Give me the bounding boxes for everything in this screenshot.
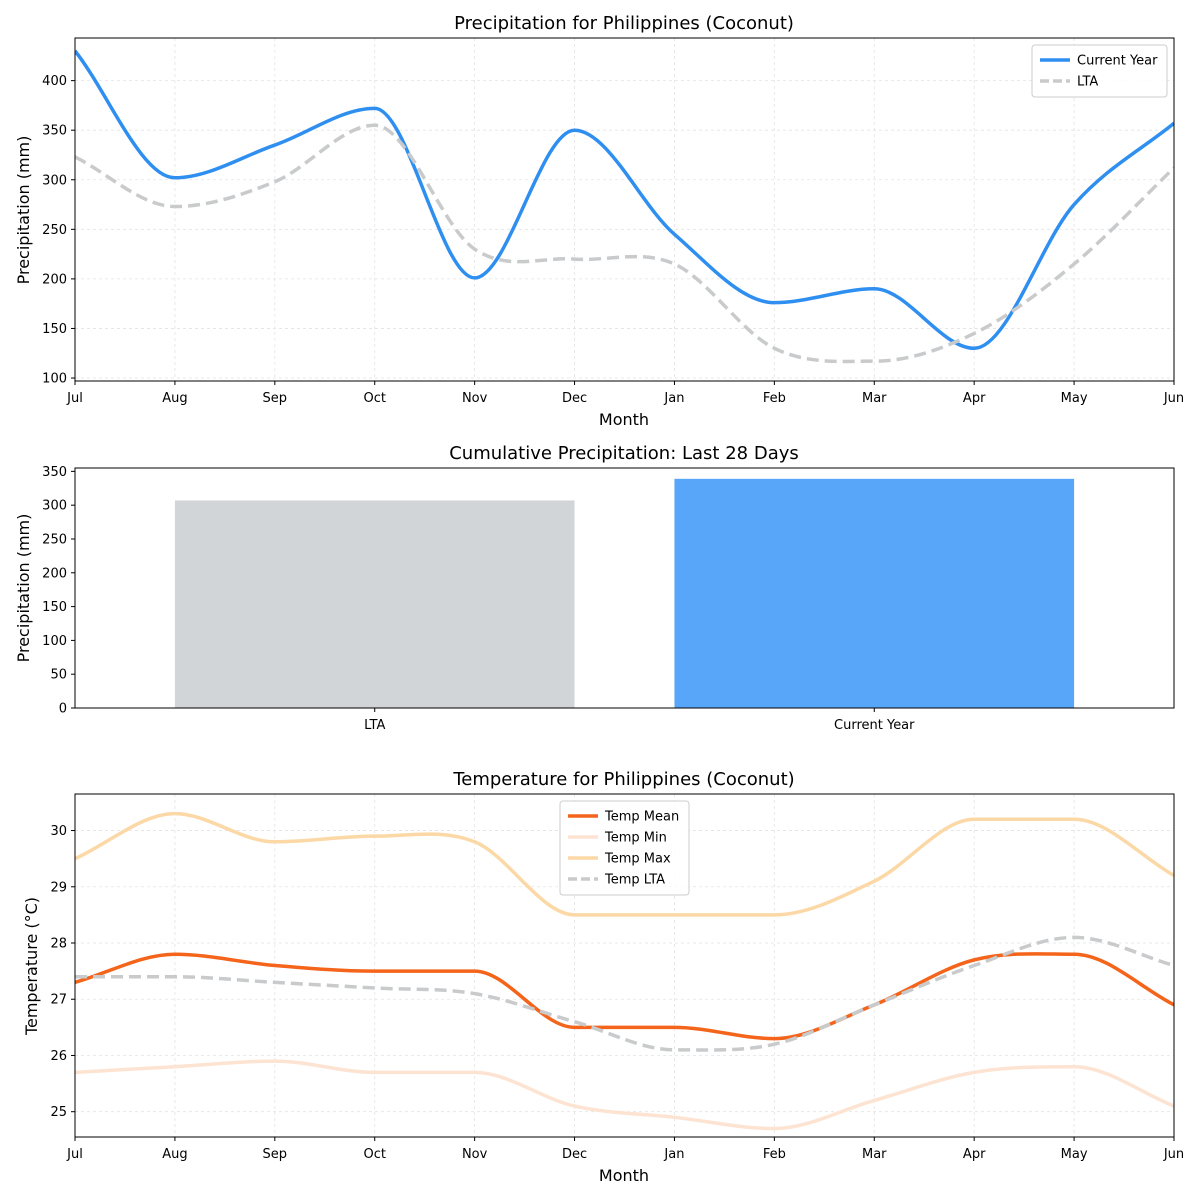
y-tick-label: 350 xyxy=(42,124,67,139)
y-tick-label: 26 xyxy=(50,1049,67,1064)
legend: Current Year LTA xyxy=(1031,44,1168,98)
y-axis-ticks: 25 26 27 28 29 30 xyxy=(50,824,75,1120)
y-tick-label: 27 xyxy=(50,993,67,1008)
x-tick-label: Sep xyxy=(263,391,288,406)
y-tick-label: 0 xyxy=(59,702,67,717)
y-tick-label: 28 xyxy=(50,937,67,952)
x-tick-label: Sep xyxy=(263,1147,288,1162)
x-axis-label: Month xyxy=(599,1166,649,1185)
y-axis-label: Precipitation (mm) xyxy=(14,136,33,285)
series-line-lta xyxy=(75,123,1174,364)
legend-box xyxy=(1031,44,1168,98)
series-lines xyxy=(75,49,1174,364)
legend-box xyxy=(559,800,690,896)
chart-title: Cumulative Precipitation: Last 28 Days xyxy=(449,443,799,464)
x-tick-label: Jan xyxy=(663,391,684,406)
x-tick-label: LTA xyxy=(364,718,385,733)
y-tick-label: 400 xyxy=(42,74,67,89)
x-tick-label: Current Year xyxy=(834,718,915,733)
chart-title: Temperature for Philippines (Coconut) xyxy=(452,769,794,790)
plot-frame xyxy=(74,37,1175,382)
x-axis-ticks: LTA Current Year xyxy=(364,708,915,733)
y-tick-label: 200 xyxy=(42,272,67,287)
legend-label: Temp Max xyxy=(604,852,671,867)
cumulative-bar-chart: Cumulative Precipitation: Last 28 Days L… xyxy=(14,443,1175,733)
x-tick-label: Oct xyxy=(363,1147,385,1162)
y-tick-label: 150 xyxy=(42,600,67,615)
bars xyxy=(174,478,1075,708)
x-tick-label: Oct xyxy=(363,391,385,406)
y-tick-label: 100 xyxy=(42,634,67,649)
x-tick-label: Feb xyxy=(763,1147,786,1162)
series-line-temp-max xyxy=(75,811,1174,917)
y-tick-label: 250 xyxy=(42,223,67,238)
legend-label: Temp Min xyxy=(604,831,667,846)
y-axis-ticks: 0 50 100 150 200 250 300 350 xyxy=(42,465,75,717)
x-tick-label: Jan xyxy=(663,1147,684,1162)
x-tick-label: Dec xyxy=(562,391,587,406)
y-tick-label: 50 xyxy=(50,668,67,683)
precipitation-line-chart: Precipitation for Philippines (Coconut) … xyxy=(14,13,1184,429)
plot-frame xyxy=(74,467,1175,709)
y-tick-label: 300 xyxy=(42,499,67,514)
x-axis-label: Month xyxy=(599,410,649,429)
series-line-current-year xyxy=(75,49,1174,351)
y-tick-label: 25 xyxy=(50,1105,67,1120)
x-tick-label: Jul xyxy=(66,391,83,406)
x-tick-label: Aug xyxy=(162,391,187,406)
legend-label: Temp Mean xyxy=(604,810,679,825)
x-tick-label: Nov xyxy=(462,391,488,406)
x-tick-label: Mar xyxy=(862,1147,887,1162)
bar-lta xyxy=(174,500,575,708)
x-axis-ticks: Jul Aug Sep Oct Nov Dec Jan Feb Mar Apr May Jun xyxy=(66,381,1184,406)
legend-label: Temp LTA xyxy=(604,873,665,888)
x-tick-label: May xyxy=(1061,1147,1088,1162)
y-axis-label: Temperature (°C) xyxy=(22,897,41,1036)
series-line-temp-lta xyxy=(75,935,1174,1052)
series-line-temp-min xyxy=(75,1059,1174,1131)
x-tick-label: Apr xyxy=(963,1147,986,1162)
plot-frame xyxy=(74,793,1175,1138)
y-tick-label: 29 xyxy=(50,880,67,895)
y-axis-ticks: 100 150 200 250 300 350 400 xyxy=(42,74,75,387)
y-tick-label: 350 xyxy=(42,465,67,480)
bar-current-year xyxy=(674,478,1075,708)
y-tick-label: 100 xyxy=(42,372,67,387)
y-tick-label: 300 xyxy=(42,173,67,188)
x-tick-label: Nov xyxy=(462,1147,488,1162)
x-tick-label: Jul xyxy=(66,1147,83,1162)
legend-label: LTA xyxy=(1077,75,1098,90)
legend: Temp Mean Temp Min Temp Max Temp LTA xyxy=(559,800,690,896)
y-axis-label: Precipitation (mm) xyxy=(14,514,33,663)
series-lines xyxy=(75,811,1174,1131)
x-axis-ticks: Jul Aug Sep Oct Nov Dec Jan Feb Mar Apr May Jun xyxy=(66,1137,1184,1162)
x-tick-label: Jun xyxy=(1163,1147,1184,1162)
legend-label: Current Year xyxy=(1077,54,1158,69)
x-tick-label: Jun xyxy=(1163,391,1184,406)
series-line-temp-mean xyxy=(75,952,1174,1041)
chart-title: Precipitation for Philippines (Coconut) xyxy=(454,13,794,34)
x-tick-label: Dec xyxy=(562,1147,587,1162)
y-tick-label: 200 xyxy=(42,566,67,581)
x-tick-label: Aug xyxy=(162,1147,187,1162)
y-tick-label: 250 xyxy=(42,532,67,547)
x-tick-label: Mar xyxy=(862,391,887,406)
temperature-line-chart: Temperature for Philippines (Coconut) Ju… xyxy=(22,769,1184,1185)
y-tick-label: 30 xyxy=(50,824,67,839)
x-tick-label: Apr xyxy=(963,391,986,406)
x-tick-label: May xyxy=(1061,391,1088,406)
y-tick-label: 150 xyxy=(42,322,67,337)
x-tick-label: Feb xyxy=(763,391,786,406)
